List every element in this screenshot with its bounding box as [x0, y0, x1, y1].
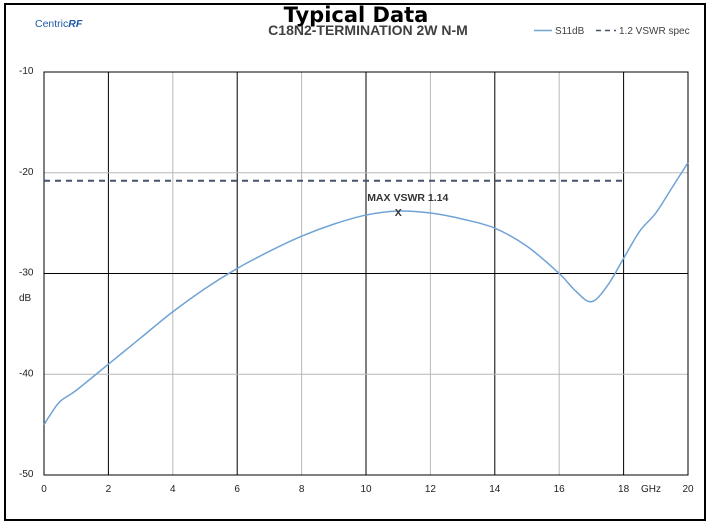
x-axis-label: GHz	[641, 484, 661, 495]
legend-label-s11: S11dB	[555, 26, 585, 37]
tick-labels: 0 2 4 6 8 10 12 14 16 18 20 -10 -20 -30 -40 -50	[19, 66, 694, 495]
logo-part1: Centric	[35, 18, 68, 30]
annotation-label: MAX VSWR 1.14	[367, 192, 448, 204]
legend: S11dB 1.2 VSWR spec	[534, 26, 690, 37]
y-tick-label: -40	[19, 368, 34, 379]
x-tick-label: 14	[489, 484, 501, 495]
x-tick-label: 12	[425, 484, 437, 495]
x-tick-label: 2	[106, 484, 112, 495]
x-tick-label: 4	[170, 484, 176, 495]
y-tick-label: -50	[19, 469, 34, 480]
x-tick-label: 6	[234, 484, 240, 495]
logo-part2: RF	[68, 18, 83, 30]
annotations: MAX VSWR 1.14 X	[367, 192, 448, 219]
grid	[44, 72, 688, 475]
chart-title: C18N2-TERMINATION 2W N-M	[268, 22, 468, 38]
y-axis-label: dB	[19, 293, 32, 304]
x-tick-label: 0	[41, 484, 47, 495]
logo: CentricRF	[35, 18, 83, 30]
y-tick-label: -30	[19, 268, 34, 279]
x-tick-label: 10	[360, 484, 372, 495]
y-tick-label: -20	[19, 167, 34, 178]
x-tick-label: 18	[618, 484, 630, 495]
legend-label-spec: 1.2 VSWR spec	[619, 26, 690, 37]
x-tick-label: 16	[554, 484, 566, 495]
annotation-marker: X	[395, 207, 402, 219]
y-tick-label: -10	[19, 66, 34, 77]
x-tick-label: 20	[682, 484, 694, 495]
x-tick-label: 8	[299, 484, 305, 495]
